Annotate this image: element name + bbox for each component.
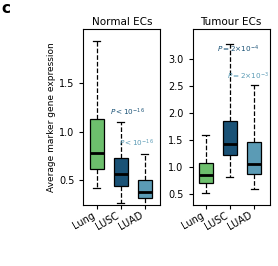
Text: $P = 2{\times}10^{-3}$: $P = 2{\times}10^{-3}$ (227, 71, 269, 82)
Text: c: c (1, 1, 10, 16)
Text: $P < 10^{-16}$: $P < 10^{-16}$ (120, 138, 154, 149)
PathPatch shape (138, 180, 152, 198)
Text: $P < 10^{-16}$: $P < 10^{-16}$ (110, 107, 145, 118)
Y-axis label: Average marker gene expression: Average marker gene expression (47, 42, 56, 192)
PathPatch shape (114, 158, 128, 186)
PathPatch shape (199, 163, 213, 183)
PathPatch shape (90, 119, 104, 169)
PathPatch shape (247, 142, 261, 174)
Text: $P = 2{\times}10^{-4}$: $P = 2{\times}10^{-4}$ (217, 43, 260, 55)
Title: Normal ECs: Normal ECs (92, 17, 152, 27)
Title: Tumour ECs: Tumour ECs (200, 17, 262, 27)
PathPatch shape (223, 121, 237, 155)
